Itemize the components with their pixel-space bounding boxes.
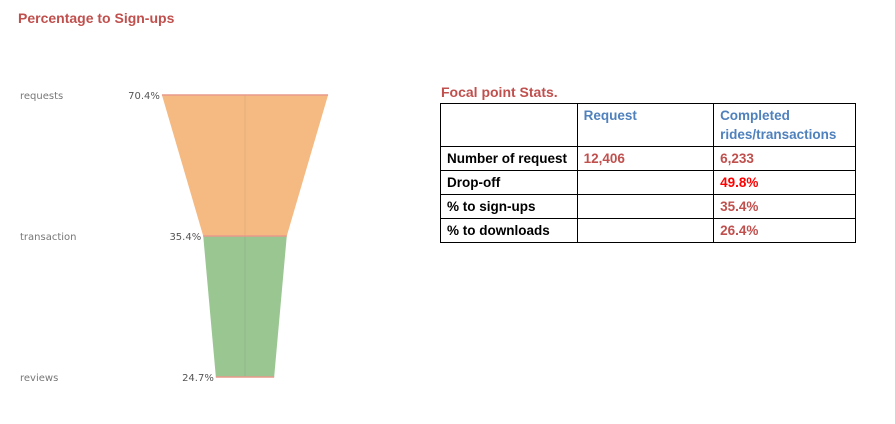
funnel-segment: [203, 236, 287, 377]
funnel-value-label: 70.4%: [128, 91, 160, 102]
table-cell: [576, 194, 715, 219]
table-row: % to sign-ups 35.4%: [440, 194, 856, 219]
table-header-cell: Request: [576, 103, 715, 147]
funnel-segment: [161, 95, 329, 236]
table-row: % to downloads 26.4%: [440, 218, 856, 243]
funnel-stage-label: requests: [20, 91, 63, 102]
row-label: % to downloads: [440, 218, 578, 243]
table-cell: 6,233: [713, 146, 856, 171]
stats-title: Focal point Stats.: [441, 84, 558, 100]
funnel-stage-label: reviews: [20, 373, 58, 384]
row-label: % to sign-ups: [440, 194, 578, 219]
funnel-value-label: 24.7%: [182, 373, 214, 384]
row-label: Drop-off: [440, 170, 578, 195]
table-cell: 49.8%: [713, 170, 856, 195]
table-cell: 26.4%: [713, 218, 856, 243]
stats-table: Request Completed rides/transactions Num…: [440, 103, 856, 243]
table-header-row: Request Completed rides/transactions: [440, 103, 856, 147]
table-cell: [576, 170, 715, 195]
table-row: Number of request 12,406 6,233: [440, 146, 856, 171]
funnel-value-label: 35.4%: [169, 232, 201, 243]
table-header-cell: Completed rides/transactions: [713, 103, 856, 147]
table-cell: 35.4%: [713, 194, 856, 219]
table-cell: 12,406: [576, 146, 715, 171]
funnel-stage-label: transaction: [20, 232, 77, 243]
row-label: Number of request: [440, 146, 578, 171]
page-title: Percentage to Sign-ups: [18, 10, 175, 26]
table-cell: [576, 218, 715, 243]
table-header-cell: [440, 103, 578, 147]
table-row: Drop-off 49.8%: [440, 170, 856, 195]
funnel-chart: requests 70.4% transaction 35.4% reviews 24.7…: [20, 91, 329, 384]
